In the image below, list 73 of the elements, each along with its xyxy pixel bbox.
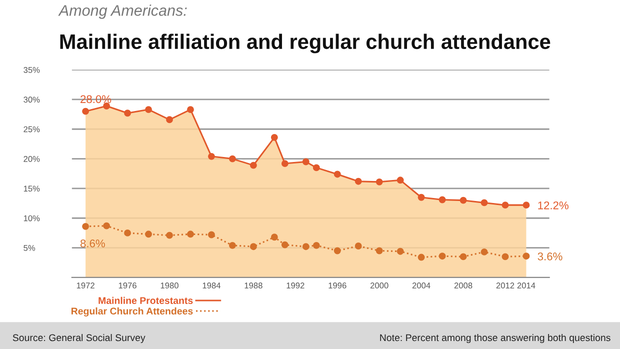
chart-subtitle: Among Americans: [58,4,187,19]
legend-label: Mainline Protestants [98,296,193,304]
point [418,254,425,261]
point [124,110,131,117]
x-tick-label: 2008 [454,282,472,288]
point [208,231,215,238]
point [187,106,194,114]
point [354,242,362,250]
point [502,202,509,209]
x-tick-label: 1980 [160,282,178,288]
point [270,134,278,141]
x-tick-label: 1992 [286,282,304,288]
point [334,170,341,178]
point [396,176,404,184]
point [302,158,310,166]
point [522,202,530,209]
point [480,199,488,206]
y-tick-label: 5% [24,245,36,251]
point [145,230,152,238]
point [281,241,288,248]
x-tick-label: 2012 [496,282,514,288]
source-note: Source: General Social Survey [12,334,146,344]
point [166,232,173,239]
point [145,106,152,114]
point [187,230,194,238]
x-tick-label: 1984 [202,282,220,288]
point [312,164,320,172]
point [418,194,425,201]
y-tick-label: 15% [24,186,40,192]
x-tick-label: 1972 [76,282,94,288]
point [228,155,236,162]
point [302,243,310,250]
point [166,116,173,124]
point [124,229,131,236]
x-tick-label: 1996 [328,282,346,288]
x-tick-label: 1988 [244,282,262,288]
point [502,253,509,260]
point [522,252,530,260]
point [334,247,341,254]
point [438,252,446,260]
point [460,253,467,260]
chart-title: Mainline affiliation and regular church attendance [60,34,550,54]
point [460,196,467,204]
data-label: 3.6% [538,252,562,260]
point [312,242,320,249]
y-tick-label: 20% [24,156,40,162]
text: Note: Percent among those answering both questions [380,334,610,344]
y-tick-label: 25% [24,126,40,132]
data-label: 28.0% [80,95,112,104]
y-tick-label: 30% [24,96,40,103]
y-tick-label: 35% [24,67,40,73]
point [354,178,362,185]
legend-label: Regular Church Attendees [72,307,193,316]
point [270,234,278,241]
point [82,108,90,115]
point [480,248,488,256]
point [228,242,236,249]
point [250,243,257,250]
point [438,196,446,204]
point [376,178,383,186]
point [376,247,383,254]
point [281,160,288,168]
point [396,248,404,255]
x-tick-label: 2004 [412,282,430,288]
y-tick-label: 10% [24,215,40,222]
x-tick-label: 2000 [370,282,388,288]
data-label: 12.2% [538,201,568,210]
point [103,222,110,230]
point [82,222,90,230]
point [208,152,215,160]
point [250,162,257,169]
x-tick-label: 2014 [517,282,536,288]
x-tick-label: 1976 [118,282,136,288]
